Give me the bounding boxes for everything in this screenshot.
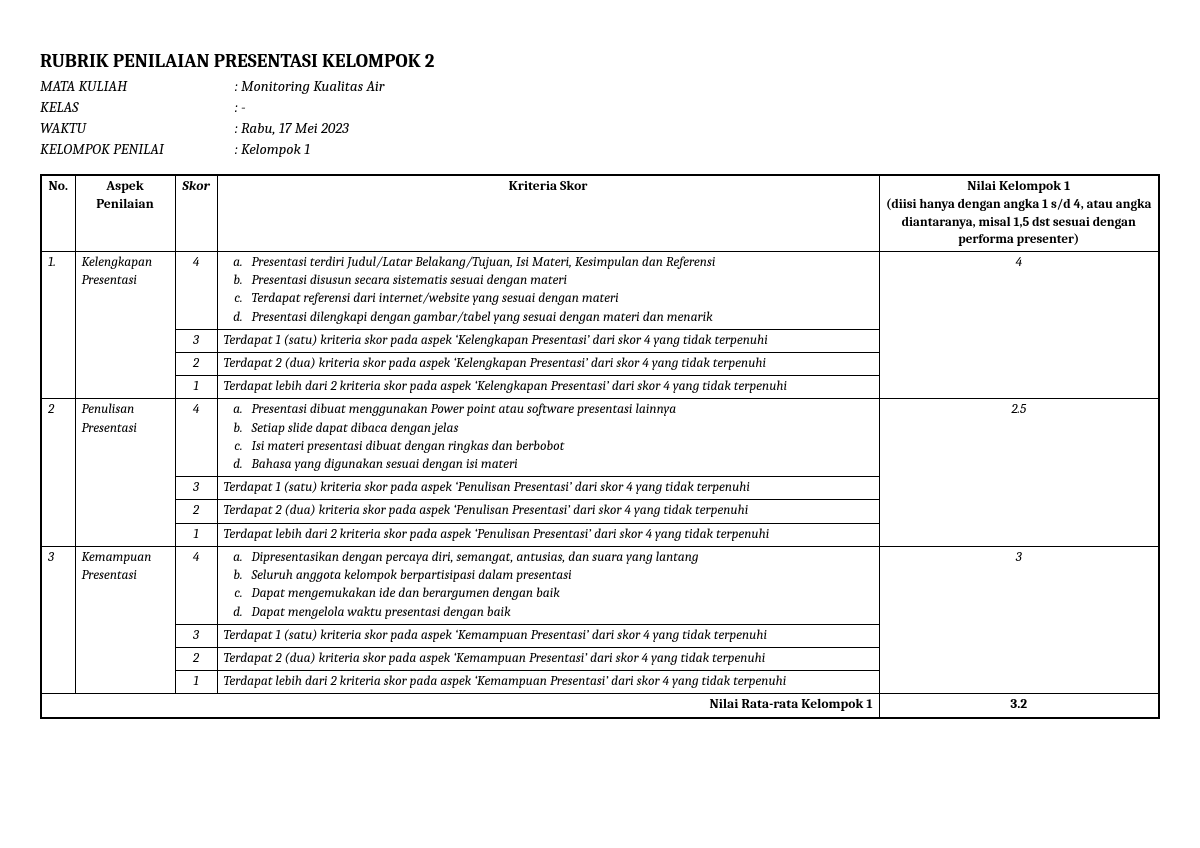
cell-no: 3 [41, 546, 75, 694]
criteria-item: Dipresentasikan dengan percaya diri, sem… [246, 549, 873, 567]
cell-kriteria: Terdapat lebih dari 2 kriteria skor pada… [217, 671, 879, 694]
meta-block: MATA KULIAH : Monitoring Kualitas Air KE… [40, 76, 1160, 160]
meta-row: KELOMPOK PENILAI : Kelompok 1 [40, 139, 1160, 160]
criteria-item: Dapat mengelola waktu presentasi dengan … [246, 604, 873, 622]
header-aspek: Aspek Penilaian [75, 175, 175, 251]
criteria-item: Dapat mengemukakan ide dan berargumen de… [246, 585, 873, 603]
cell-skor: 1 [175, 523, 217, 546]
header-nilai-sub: (diisi hanya dengan angka 1 s/d 4, atau … [886, 196, 1153, 249]
cell-kriteria: Terdapat 1 (satu) kriteria skor pada asp… [217, 329, 879, 352]
criteria-item: Presentasi dilengkapi dengan gambar/tabe… [246, 309, 873, 327]
cell-nilai: 3 [879, 546, 1159, 694]
header-nilai-title: Nilai Kelompok 1 [886, 178, 1153, 196]
criteria-item: Seluruh anggota kelompok berpartisipasi … [246, 567, 873, 585]
cell-skor: 1 [175, 671, 217, 694]
cell-aspek: Penulisan Presentasi [75, 399, 175, 547]
criteria-item: Bahasa yang digunakan sesuai dengan isi … [246, 456, 873, 474]
cell-kriteria: Presentasi dibuat menggunakan Power poin… [217, 399, 879, 477]
header-kriteria: Kriteria Skor [217, 175, 879, 251]
cell-kriteria: Presentasi terdiri Judul/Latar Belakang/… [217, 251, 879, 329]
table-header-row: No. Aspek Penilaian Skor Kriteria Skor N… [41, 175, 1159, 251]
header-skor: Skor [175, 175, 217, 251]
cell-kriteria: Terdapat 1 (satu) kriteria skor pada asp… [217, 624, 879, 647]
meta-label: KELOMPOK PENILAI [40, 139, 235, 160]
cell-skor: 3 [175, 624, 217, 647]
page-title: RUBRIK PENILAIAN PRESENTASI KELOMPOK 2 [40, 50, 1160, 72]
header-no: No. [41, 175, 75, 251]
cell-nilai: 2.5 [879, 399, 1159, 547]
criteria-item: Presentasi disusun secara sistematis ses… [246, 272, 873, 290]
rubric-table: No. Aspek Penilaian Skor Kriteria Skor N… [40, 174, 1160, 719]
cell-skor: 4 [175, 399, 217, 477]
cell-skor: 2 [175, 352, 217, 375]
header-nilai: Nilai Kelompok 1 (diisi hanya dengan ang… [879, 175, 1159, 251]
cell-kriteria: Terdapat 2 (dua) kriteria skor pada aspe… [217, 352, 879, 375]
meta-label: MATA KULIAH [40, 76, 235, 97]
cell-no: 2 [41, 399, 75, 547]
meta-row: WAKTU : Rabu, 17 Mei 2023 [40, 118, 1160, 139]
table-row: 1.Kelengkapan Presentasi4Presentasi terd… [41, 251, 1159, 329]
cell-skor: 4 [175, 546, 217, 624]
cell-kriteria: Terdapat lebih dari 2 kriteria skor pada… [217, 376, 879, 399]
cell-kriteria: Terdapat 2 (dua) kriteria skor pada aspe… [217, 648, 879, 671]
meta-row: KELAS : - [40, 97, 1160, 118]
cell-no: 1. [41, 251, 75, 399]
meta-label: KELAS [40, 97, 235, 118]
cell-nilai: 4 [879, 251, 1159, 399]
criteria-item: Terdapat referensi dari internet/website… [246, 290, 873, 308]
table-footer-row: Nilai Rata-rata Kelompok 13.2 [41, 694, 1159, 718]
meta-value: : Kelompok 1 [235, 139, 310, 160]
cell-kriteria: Dipresentasikan dengan percaya diri, sem… [217, 546, 879, 624]
cell-aspek: Kelengkapan Presentasi [75, 251, 175, 399]
meta-value: : Rabu, 17 Mei 2023 [235, 118, 349, 139]
document-page: RUBRIK PENILAIAN PRESENTASI KELOMPOK 2 M… [40, 50, 1160, 719]
cell-skor: 3 [175, 477, 217, 500]
criteria-item: Presentasi terdiri Judul/Latar Belakang/… [246, 254, 873, 272]
cell-skor: 2 [175, 648, 217, 671]
meta-label: WAKTU [40, 118, 235, 139]
footer-value: 3.2 [879, 694, 1159, 718]
meta-row: MATA KULIAH : Monitoring Kualitas Air [40, 76, 1160, 97]
criteria-item: Isi materi presentasi dibuat dengan ring… [246, 438, 873, 456]
cell-skor: 4 [175, 251, 217, 329]
footer-label: Nilai Rata-rata Kelompok 1 [41, 694, 879, 718]
meta-value: : - [235, 97, 246, 118]
cell-kriteria: Terdapat lebih dari 2 kriteria skor pada… [217, 523, 879, 546]
table-row: 2Penulisan Presentasi4Presentasi dibuat … [41, 399, 1159, 477]
cell-aspek: Kemampuan Presentasi [75, 546, 175, 694]
cell-kriteria: Terdapat 1 (satu) kriteria skor pada asp… [217, 477, 879, 500]
meta-value: : Monitoring Kualitas Air [235, 76, 384, 97]
cell-skor: 3 [175, 329, 217, 352]
cell-kriteria: Terdapat 2 (dua) kriteria skor pada aspe… [217, 500, 879, 523]
cell-skor: 2 [175, 500, 217, 523]
table-row: 3Kemampuan Presentasi4Dipresentasikan de… [41, 546, 1159, 624]
cell-skor: 1 [175, 376, 217, 399]
criteria-item: Setiap slide dapat dibaca dengan jelas [246, 420, 873, 438]
criteria-item: Presentasi dibuat menggunakan Power poin… [246, 401, 873, 419]
